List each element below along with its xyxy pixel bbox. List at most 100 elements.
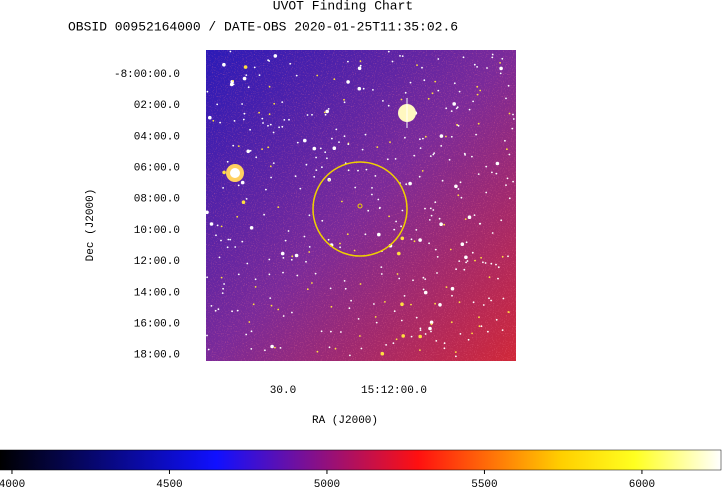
x-tick-label: 15:12:00.0 — [361, 385, 427, 397]
star — [359, 283, 362, 285]
star — [401, 334, 406, 338]
star — [393, 310, 396, 313]
star — [282, 257, 285, 259]
star — [476, 93, 479, 96]
star-core — [230, 168, 240, 178]
star — [488, 276, 491, 279]
star — [344, 287, 347, 290]
star — [409, 81, 412, 84]
star — [490, 262, 493, 265]
star — [371, 193, 373, 196]
star — [467, 215, 472, 219]
y-tick-label: 10:00.0 — [134, 225, 180, 237]
star — [349, 354, 351, 357]
star — [343, 98, 345, 101]
star — [232, 83, 235, 86]
star — [332, 146, 337, 150]
star — [321, 166, 323, 169]
star — [268, 258, 271, 261]
star — [273, 54, 278, 58]
star — [395, 220, 397, 223]
star — [408, 181, 412, 186]
colorbar — [0, 449, 722, 471]
star — [465, 261, 467, 264]
star — [350, 299, 352, 302]
star — [323, 111, 326, 114]
star — [438, 303, 442, 307]
star — [243, 112, 246, 115]
star — [232, 79, 234, 82]
star — [477, 173, 480, 176]
star — [400, 225, 402, 228]
star — [330, 330, 332, 333]
star — [313, 175, 316, 178]
star — [229, 238, 232, 241]
star — [280, 251, 285, 256]
star — [394, 158, 397, 160]
star — [427, 97, 430, 100]
star — [413, 240, 416, 243]
star — [308, 214, 311, 217]
star — [477, 122, 480, 125]
star — [429, 155, 432, 158]
star — [278, 126, 280, 129]
star — [341, 200, 343, 203]
star — [237, 145, 240, 148]
y-tick-label: 14:00.0 — [134, 287, 180, 299]
star — [296, 141, 299, 144]
star — [269, 297, 272, 299]
star — [305, 260, 307, 263]
colorbar-tick-label: 4000 — [0, 479, 25, 489]
star — [279, 347, 282, 349]
star — [424, 135, 427, 138]
star — [387, 50, 390, 53]
star — [398, 277, 401, 280]
star — [340, 331, 342, 333]
star — [413, 154, 416, 157]
star — [495, 172, 498, 175]
image-noise — [206, 50, 516, 361]
star — [258, 74, 261, 76]
star — [495, 263, 497, 266]
star — [254, 278, 257, 281]
star — [377, 232, 381, 237]
star — [295, 74, 298, 77]
star — [315, 156, 317, 159]
star — [268, 85, 271, 88]
star — [289, 62, 292, 65]
star — [458, 90, 461, 93]
star — [433, 152, 436, 155]
star — [267, 146, 270, 149]
star — [487, 330, 489, 333]
star — [216, 224, 219, 227]
star — [281, 125, 284, 128]
star — [249, 128, 252, 131]
star — [428, 326, 432, 331]
target-marker — [357, 203, 363, 209]
star — [445, 107, 448, 110]
star — [291, 255, 294, 258]
star — [434, 248, 437, 251]
star — [507, 255, 509, 258]
star — [372, 89, 374, 91]
star — [405, 183, 408, 186]
star — [303, 138, 307, 143]
star — [482, 261, 484, 264]
star — [491, 56, 494, 59]
star — [206, 334, 208, 337]
star — [220, 276, 223, 279]
star — [329, 287, 332, 290]
star — [430, 330, 432, 333]
star — [439, 134, 444, 138]
star — [475, 133, 477, 136]
star — [474, 259, 476, 262]
star — [432, 153, 435, 156]
star — [506, 177, 509, 180]
star — [347, 60, 349, 63]
y-tick-label: 16:00.0 — [134, 319, 180, 331]
star — [495, 318, 498, 321]
star — [401, 209, 404, 212]
star — [311, 113, 313, 116]
star — [245, 198, 248, 200]
